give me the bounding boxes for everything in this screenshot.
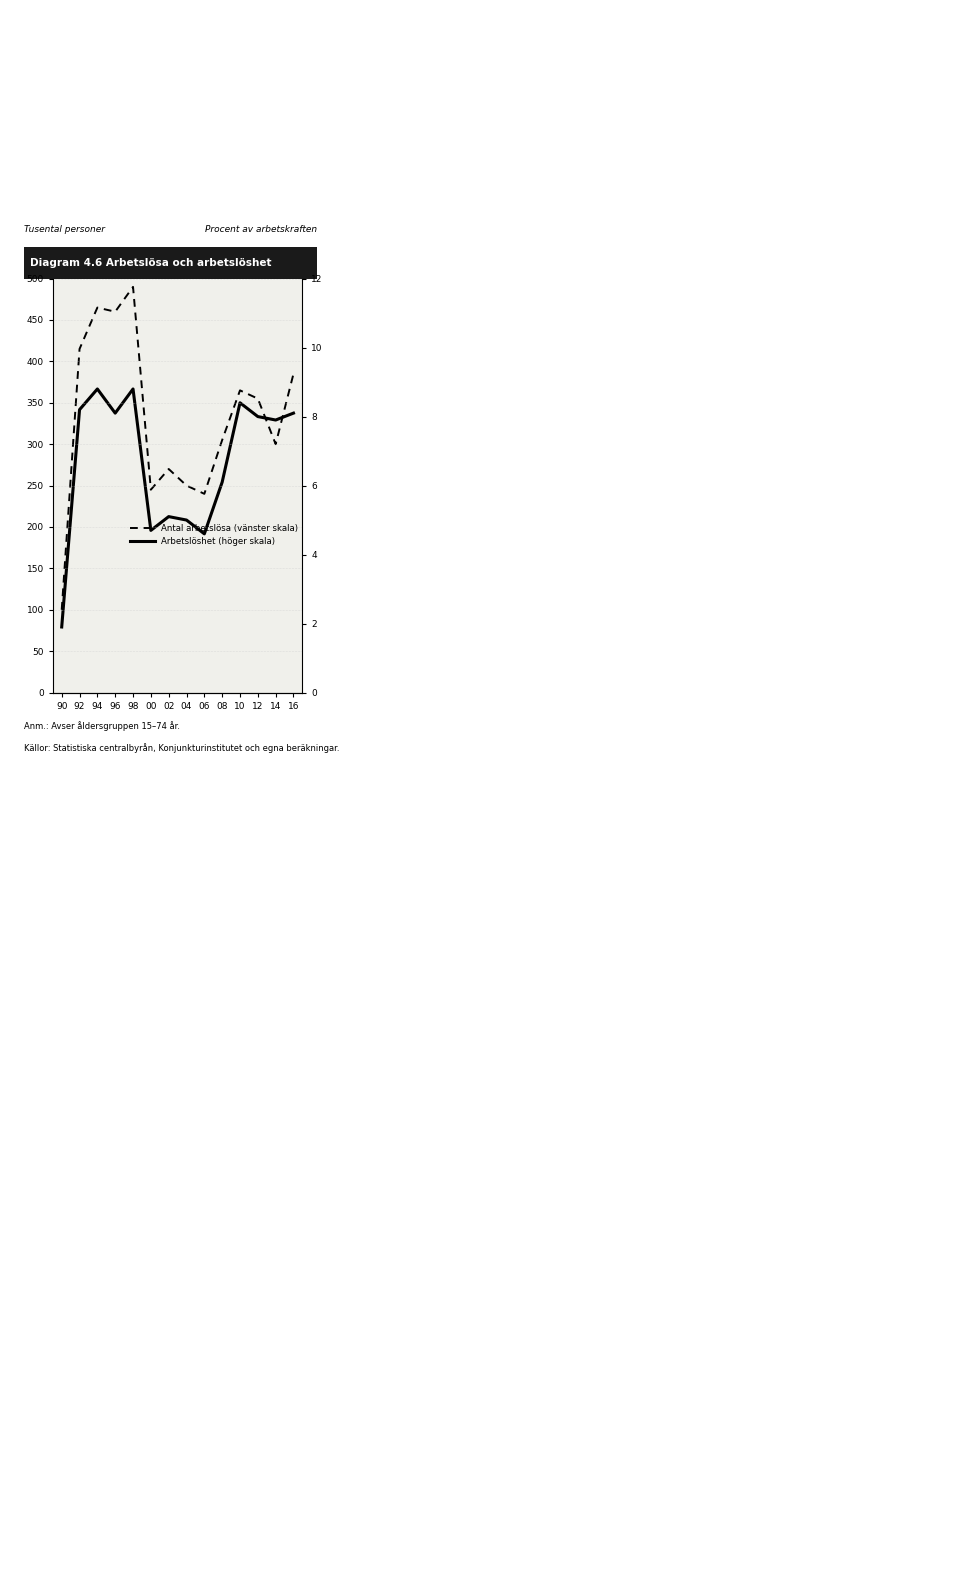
Antal arbetslösa (vänster skala) bbox=[180, 476, 192, 495]
Text: Anm.: Avser åldersgruppen 15–74 år.: Anm.: Avser åldersgruppen 15–74 år. bbox=[24, 721, 180, 731]
Arbetslöshet (höger skala) bbox=[74, 400, 85, 419]
Arbetslöshet (höger skala) bbox=[145, 521, 156, 540]
Arbetslöshet (höger skala) bbox=[252, 408, 264, 427]
Text: Källor: Statistiska centralbyrån, Konjunkturinstitutet och egna beräkningar.: Källor: Statistiska centralbyrån, Konjun… bbox=[24, 743, 340, 753]
Line: Antal arbetslösa (vänster skala): Antal arbetslösa (vänster skala) bbox=[61, 287, 294, 610]
Text: Procent av arbetskraften: Procent av arbetskraften bbox=[204, 224, 317, 234]
Arbetslöshet (höger skala) bbox=[128, 379, 139, 398]
Arbetslöshet (höger skala) bbox=[180, 511, 192, 530]
Text: Diagram 4.6 Arbetslösa och arbetslöshet: Diagram 4.6 Arbetslösa och arbetslöshet bbox=[30, 258, 272, 267]
Antal arbetslösa (vänster skala) bbox=[163, 460, 175, 479]
Text: Tusental personer: Tusental personer bbox=[24, 224, 105, 234]
Arbetslöshet (höger skala) bbox=[91, 379, 103, 398]
Antal arbetslösa (vänster skala) bbox=[128, 277, 139, 296]
Arbetslöshet (höger skala) bbox=[288, 404, 300, 423]
Arbetslöshet (höger skala) bbox=[216, 473, 228, 492]
Antal arbetslösa (vänster skala) bbox=[74, 339, 85, 358]
Arbetslöshet (höger skala) bbox=[109, 404, 121, 423]
Antal arbetslösa (vänster skala) bbox=[234, 380, 246, 400]
Antal arbetslösa (vänster skala) bbox=[270, 435, 281, 454]
Antal arbetslösa (vänster skala) bbox=[216, 430, 228, 449]
Legend: Antal arbetslösa (vänster skala), Arbetslöshet (höger skala): Antal arbetslösa (vänster skala), Arbets… bbox=[127, 521, 301, 549]
Arbetslöshet (höger skala) bbox=[199, 524, 210, 543]
Arbetslöshet (höger skala) bbox=[234, 393, 246, 412]
Antal arbetslösa (vänster skala) bbox=[109, 302, 121, 322]
Antal arbetslösa (vänster skala) bbox=[91, 298, 103, 317]
Line: Arbetslöshet (höger skala): Arbetslöshet (höger skala) bbox=[61, 388, 294, 627]
Arbetslöshet (höger skala) bbox=[163, 506, 175, 525]
Antal arbetslösa (vänster skala) bbox=[252, 388, 264, 408]
Arbetslöshet (höger skala) bbox=[270, 411, 281, 430]
Antal arbetslösa (vänster skala) bbox=[56, 600, 67, 619]
Antal arbetslösa (vänster skala) bbox=[199, 484, 210, 503]
Arbetslöshet (höger skala) bbox=[56, 618, 67, 637]
Antal arbetslösa (vänster skala) bbox=[145, 481, 156, 500]
Antal arbetslösa (vänster skala) bbox=[288, 365, 300, 384]
